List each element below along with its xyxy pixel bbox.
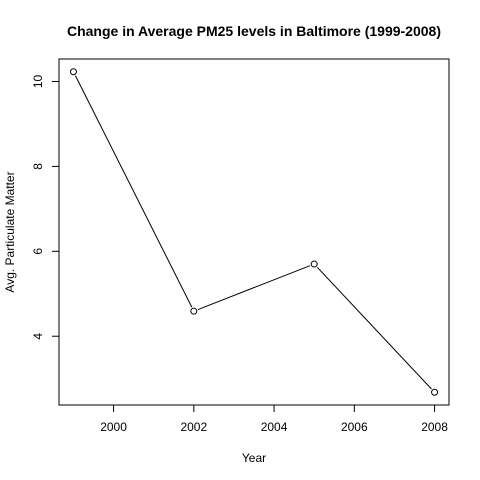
data-point: [310, 260, 318, 268]
x-tick-label: 2000: [100, 420, 127, 434]
y-tick-label: 6: [31, 248, 45, 255]
x-tick-label: 2006: [341, 420, 368, 434]
y-axis: 4 6 8 10: [31, 75, 60, 340]
x-tick-label: 2002: [180, 420, 207, 434]
series-line-segment: [316, 266, 432, 390]
series-line-segment: [197, 265, 311, 311]
y-tick-label: 8: [31, 163, 45, 170]
x-axis: 2000 2002 2004 2006 2008: [100, 404, 448, 434]
plot-frame: [58, 58, 450, 406]
y-tick-label: 10: [31, 75, 45, 89]
x-axis-label: Year: [242, 451, 266, 465]
data-point: [190, 307, 198, 315]
x-tick-label: 2008: [421, 420, 448, 434]
data-point: [69, 68, 77, 76]
series-line-segment: [75, 75, 193, 308]
y-tick-label: 4: [31, 333, 45, 340]
x-tick-label: 2004: [261, 420, 288, 434]
data-point: [431, 388, 439, 396]
series-layer: [69, 68, 439, 396]
chart-title: Change in Average PM25 levels in Baltimo…: [67, 23, 441, 39]
y-axis-label: Avg. Particulate Matter: [3, 171, 17, 292]
